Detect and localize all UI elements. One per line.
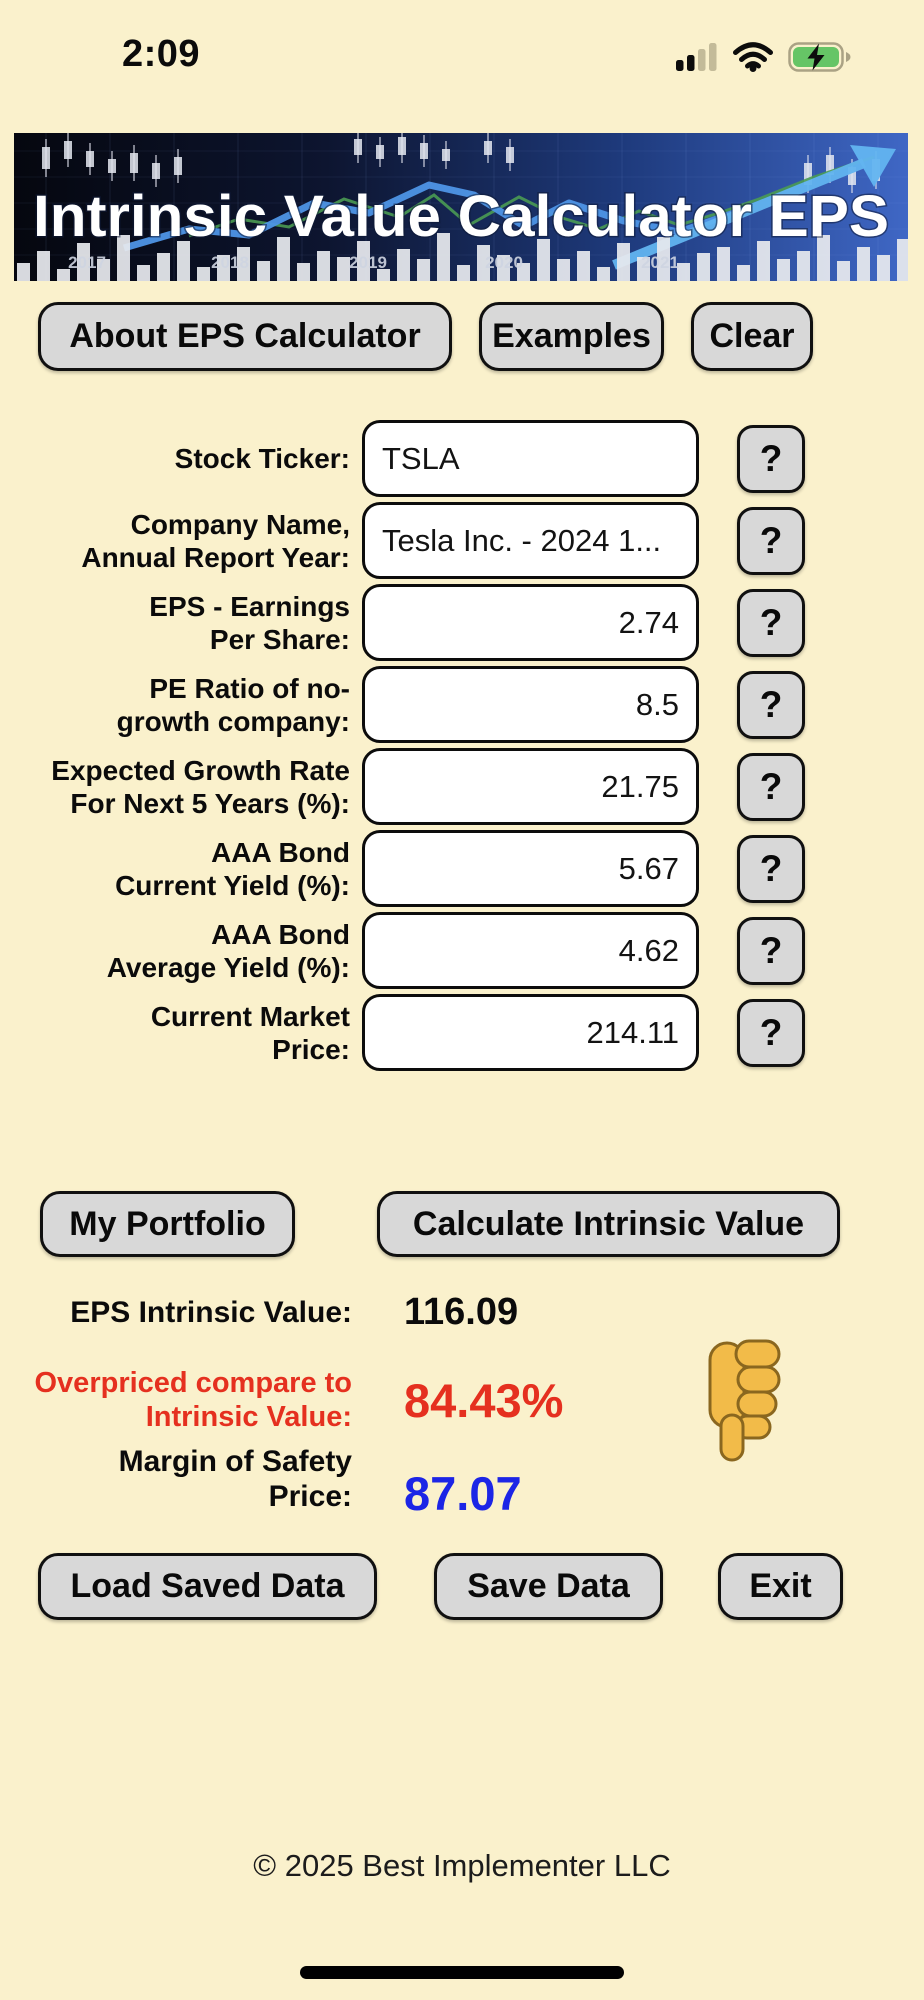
- banner-volume-bars: [17, 233, 908, 281]
- form-row: Current Market Price: ?: [0, 994, 805, 1071]
- stock-ticker-label: Stock Ticker:: [174, 443, 350, 474]
- app-banner: 2017 2018 2019 2020 2021 Intrinsic Value…: [14, 133, 908, 281]
- margin-of-safety-label: Margin of Safety Price:: [118, 1445, 352, 1513]
- banner-year: 2018: [211, 253, 249, 272]
- intrinsic-value-label: EPS Intrinsic Value:: [70, 1295, 352, 1329]
- overpriced-value: 84.43%: [404, 1373, 564, 1427]
- status-bar: 2:09: [0, 0, 924, 110]
- copyright-text: © 2025 Best Implementer LLC: [253, 1848, 671, 1883]
- intrinsic-value-row: EPS Intrinsic Value: 116.09: [0, 1291, 924, 1334]
- form-row: Stock Ticker: ?: [0, 420, 805, 497]
- form-row: PE Ratio of no- growth company: ?: [0, 666, 805, 743]
- status-time: 2:09: [122, 33, 201, 75]
- help-button-company-name[interactable]: ?: [737, 506, 805, 575]
- growth-rate-input[interactable]: [362, 748, 699, 825]
- intrinsic-value: 116.09: [404, 1291, 519, 1333]
- help-button-market-price[interactable]: ?: [737, 998, 805, 1067]
- aaa-average-yield-input[interactable]: [362, 912, 699, 989]
- examples-button[interactable]: Examples: [479, 302, 664, 371]
- home-indicator[interactable]: [300, 1966, 624, 1979]
- help-button-aaa-average-yield[interactable]: ?: [737, 916, 805, 985]
- eps-label: EPS - Earnings Per Share:: [149, 590, 350, 655]
- banner-trend-arrow: [612, 158, 866, 270]
- battery-charging-icon: [788, 42, 851, 72]
- overpriced-row: Overpriced compare to Intrinsic Value: 8…: [0, 1366, 924, 1434]
- clear-button[interactable]: Clear: [691, 302, 813, 371]
- help-button-pe-ratio[interactable]: ?: [737, 670, 805, 739]
- help-button-eps[interactable]: ?: [737, 588, 805, 657]
- market-price-input[interactable]: [362, 994, 699, 1071]
- banner-art: 2017 2018 2019 2020 2021 Intrinsic Value…: [14, 133, 908, 281]
- help-button-stock-ticker[interactable]: ?: [737, 424, 805, 493]
- margin-of-safety-value: 87.07: [404, 1467, 522, 1520]
- toolbar: About EPS Calculator Examples Clear: [38, 302, 813, 371]
- load-saved-data-button[interactable]: Load Saved Data: [38, 1553, 377, 1620]
- pe-ratio-label: PE Ratio of no- growth company:: [116, 672, 350, 737]
- stock-ticker-input[interactable]: [362, 420, 699, 497]
- form-row: EPS - Earnings Per Share: ?: [0, 584, 805, 661]
- banner-year: 2020: [485, 253, 523, 272]
- banner-candles: [42, 133, 880, 193]
- form-row: AAA Bond Average Yield (%): ?: [0, 912, 805, 989]
- form-row: AAA Bond Current Yield (%): ?: [0, 830, 805, 907]
- wifi-icon: [733, 42, 773, 72]
- company-name-input[interactable]: [362, 502, 699, 579]
- aaa-current-yield-label: AAA Bond Current Yield (%):: [115, 836, 350, 901]
- about-eps-calculator-button[interactable]: About EPS Calculator: [38, 302, 452, 371]
- form-row: Company Name, Annual Report Year: ?: [0, 502, 805, 579]
- storage-row: Load Saved Data Save Data Exit: [38, 1553, 843, 1620]
- cellular-signal-icon: [676, 43, 717, 71]
- eps-input[interactable]: [362, 584, 699, 661]
- status-icons: [676, 42, 852, 72]
- my-portfolio-button[interactable]: My Portfolio: [40, 1191, 295, 1257]
- help-button-aaa-current-yield[interactable]: ?: [737, 834, 805, 903]
- banner-year: 2021: [641, 253, 679, 272]
- help-button-growth-rate[interactable]: ?: [737, 752, 805, 821]
- exit-button[interactable]: Exit: [718, 1553, 843, 1620]
- pe-ratio-input[interactable]: [362, 666, 699, 743]
- aaa-average-yield-label: AAA Bond Average Yield (%):: [106, 918, 350, 983]
- margin-of-safety-row: Margin of Safety Price: 87.07: [0, 1444, 924, 1520]
- market-price-label: Current Market Price:: [150, 1000, 350, 1065]
- banner-blue-line: [123, 181, 736, 252]
- banner-title: Intrinsic Value Calculator EPS: [33, 184, 889, 249]
- overpriced-label: Overpriced compare to Intrinsic Value:: [34, 1367, 353, 1433]
- growth-rate-label: Expected Growth Rate For Next 5 Years (%…: [51, 754, 350, 819]
- input-form: Stock Ticker: ? Company Name, Annual Rep…: [0, 420, 805, 1076]
- form-row: Expected Growth Rate For Next 5 Years (%…: [0, 748, 805, 825]
- company-name-label: Company Name, Annual Report Year:: [81, 508, 350, 573]
- banner-green-line: [188, 155, 875, 238]
- calculate-intrinsic-value-button[interactable]: Calculate Intrinsic Value: [377, 1191, 840, 1257]
- save-data-button[interactable]: Save Data: [434, 1553, 663, 1620]
- actions-row: My Portfolio Calculate Intrinsic Value: [40, 1191, 840, 1257]
- thumbs-down-icon: [698, 1335, 784, 1468]
- banner-year: 2017: [68, 253, 106, 272]
- aaa-current-yield-input[interactable]: [362, 830, 699, 907]
- results-section: EPS Intrinsic Value: 116.09 Overpriced c…: [0, 1291, 924, 1520]
- banner-year: 2019: [349, 253, 387, 272]
